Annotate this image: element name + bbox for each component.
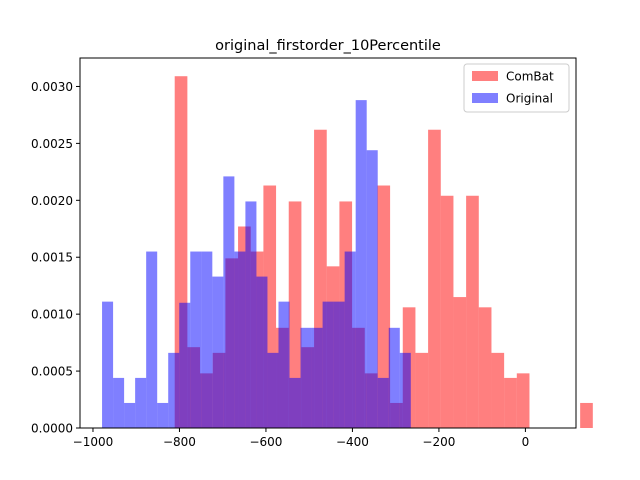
plot-frame [79, 57, 577, 429]
bar-combat-23 [466, 195, 479, 428]
y-tick-label: 0.0030 [31, 80, 73, 94]
bar-original-11 [223, 176, 235, 428]
bar-original-3 [135, 377, 147, 428]
bar-original-23 [355, 100, 367, 428]
bar-original-17 [289, 377, 301, 428]
bar-combat-22 [453, 297, 467, 428]
bar-original-18 [300, 327, 312, 428]
legend-label-combat: ComBat [506, 70, 554, 84]
bar-original-22 [344, 251, 356, 428]
bar-combat-9 [288, 201, 302, 428]
bar-original-21 [333, 301, 345, 428]
bar-combat-32 [580, 402, 593, 428]
bar-original-14 [256, 276, 268, 428]
bar-combat-19 [415, 352, 429, 428]
x-axis: −1000 −800 −600 −400 −200 0 [73, 428, 530, 449]
bar-original-24 [366, 150, 378, 428]
bar-original-7 [179, 302, 191, 428]
bar-original-26 [388, 327, 400, 428]
y-tick-label: 0.0025 [31, 137, 73, 151]
x-tick-label: −400 [336, 435, 369, 449]
bar-combat-20 [428, 129, 441, 428]
bar-original-9 [201, 251, 213, 428]
bar-original-4 [146, 251, 158, 428]
legend-swatch-combat [472, 71, 498, 81]
y-tick-label: 0.0005 [31, 365, 73, 379]
bar-original-25 [377, 377, 389, 428]
x-tick-label: 0 [522, 435, 530, 449]
bar-original-0 [102, 301, 114, 428]
bar-original-1 [113, 377, 125, 428]
histogram-bars [102, 76, 593, 428]
bar-original-27 [399, 352, 411, 428]
bar-original-8 [190, 251, 202, 428]
legend-label-original: Original [506, 92, 553, 106]
y-tick-label: 0.0015 [31, 251, 73, 265]
bar-original-20 [322, 301, 334, 428]
bar-combat-16 [377, 185, 391, 428]
bar-original-13 [245, 201, 257, 428]
bar-original-6 [168, 352, 180, 428]
x-tick-label: −800 [163, 435, 196, 449]
bar-combat-21 [440, 195, 454, 428]
y-tick-label: 0.0010 [31, 308, 73, 322]
y-tick-label: 0.0000 [31, 422, 73, 436]
bar-combat-24 [478, 307, 492, 428]
x-tick-label: −1000 [73, 435, 114, 449]
bar-original-15 [267, 352, 279, 428]
x-tick-label: −600 [249, 435, 282, 449]
bar-combat-26 [504, 377, 517, 428]
bar-original-2 [124, 402, 136, 428]
bar-combat-25 [491, 352, 505, 428]
bar-original-16 [278, 301, 290, 428]
bar-original-10 [212, 276, 224, 428]
bar-original-12 [234, 251, 246, 428]
y-axis: 0.0000 0.0005 0.0010 0.0015 0.0020 0.0025 0.00… [31, 80, 80, 436]
chart-title: original_firstorder_10Percentile [215, 38, 441, 54]
y-tick-label: 0.0020 [31, 194, 73, 208]
bar-combat-27 [516, 373, 530, 428]
x-tick-label: −200 [422, 435, 455, 449]
bar-original-5 [157, 402, 169, 428]
bar-original-19 [311, 327, 323, 428]
legend: ComBat Original [463, 63, 570, 113]
legend-swatch-original [472, 93, 498, 103]
